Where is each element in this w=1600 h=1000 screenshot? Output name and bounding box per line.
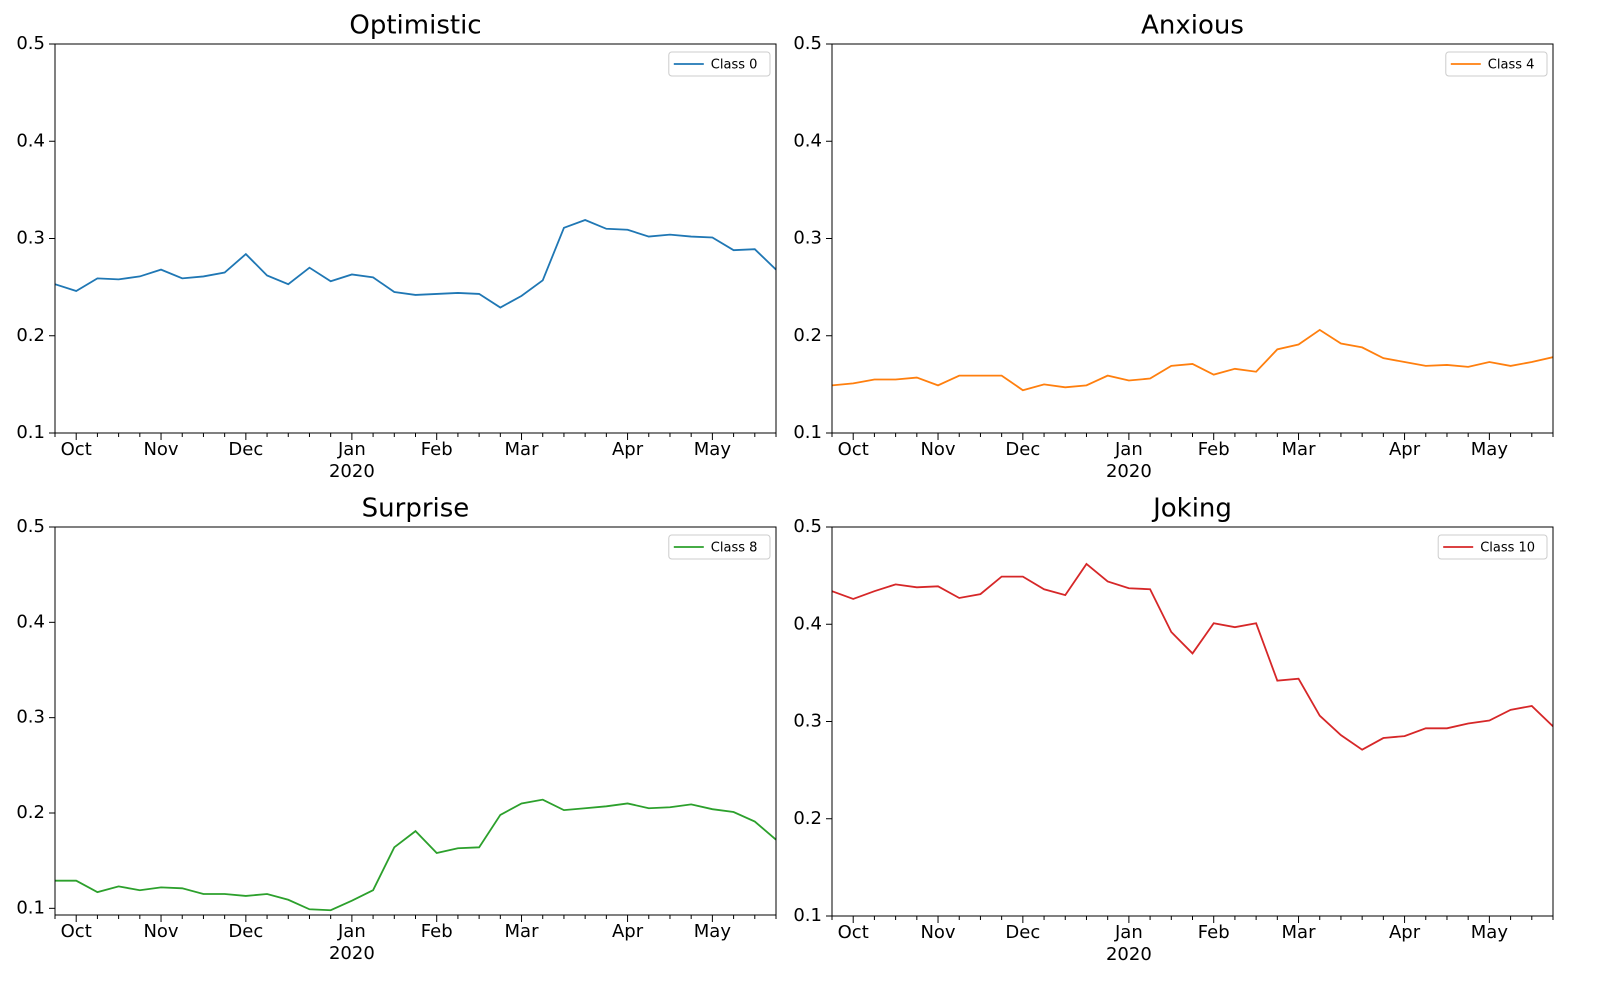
y-tick-label: 0.1 — [16, 897, 45, 918]
y-tick-label: 0.2 — [16, 325, 45, 346]
y-tick-label: 0.4 — [793, 613, 822, 634]
y-tick-label: 0.3 — [793, 711, 822, 732]
plot-frame — [831, 526, 1554, 917]
x-tick-label: Dec — [1005, 922, 1040, 943]
y-tick-label: 0.5 — [793, 33, 822, 54]
x-tick-label: Dec — [228, 439, 263, 460]
x-tick-label: Feb — [421, 921, 453, 942]
y-tick-label: 0.5 — [16, 33, 45, 54]
x-tick-label: Nov — [143, 439, 178, 460]
x-tick-label: Oct — [61, 439, 92, 460]
x-tick-label: Jan 2020 — [329, 921, 375, 964]
x-tick-label: Jan 2020 — [1106, 922, 1152, 965]
x-tick-label: Nov — [920, 922, 955, 943]
y-tick-label: 0.1 — [793, 422, 822, 443]
data-line — [55, 219, 776, 309]
y-tick-label: 0.2 — [16, 802, 45, 823]
x-tick-label: May — [694, 439, 732, 460]
y-tick-label: 0.1 — [793, 905, 822, 926]
y-tick-label: 0.4 — [16, 130, 45, 151]
x-tick-label: May — [694, 921, 732, 942]
legend-box — [668, 51, 771, 77]
y-tick-label: 0.5 — [16, 516, 45, 537]
data-line — [832, 562, 1553, 751]
x-tick-label: Mar — [1282, 922, 1317, 943]
y-tick-label: 0.2 — [793, 808, 822, 829]
x-tick-label: Dec — [1005, 439, 1040, 460]
y-tick-label: 0.2 — [793, 325, 822, 346]
y-tick-label: 0.3 — [16, 228, 45, 249]
x-tick-label: Oct — [838, 922, 869, 943]
data-line — [832, 328, 1553, 392]
legend-box — [1437, 534, 1548, 560]
legend-box — [668, 534, 771, 560]
x-tick-label: May — [1471, 439, 1509, 460]
legend-label: Class 4 — [1488, 58, 1535, 73]
data-line — [55, 798, 776, 912]
y-tick-label: 0.5 — [793, 516, 822, 537]
y-tick-label: 0.4 — [793, 130, 822, 151]
plot-frame — [54, 526, 777, 916]
x-tick-label: Jan 2020 — [1106, 439, 1152, 482]
y-tick-label: 0.4 — [16, 611, 45, 632]
y-tick-label: 0.3 — [793, 228, 822, 249]
x-tick-label: Jan 2020 — [329, 439, 375, 482]
chart-title: Surprise — [362, 494, 470, 524]
x-tick-label: Feb — [1198, 922, 1230, 943]
chart-title: Joking — [1151, 494, 1232, 524]
x-tick-label: Dec — [228, 921, 263, 942]
x-tick-label: Feb — [421, 439, 453, 460]
x-tick-label: Feb — [1198, 439, 1230, 460]
legend-box — [1445, 51, 1548, 77]
x-tick-label: Mar — [505, 439, 540, 460]
x-tick-label: Apr — [1389, 439, 1421, 460]
legend-label: Class 10 — [1480, 541, 1535, 556]
legend-label: Class 8 — [711, 541, 758, 556]
legend-label: Class 0 — [711, 58, 758, 73]
x-tick-label: Nov — [143, 921, 178, 942]
chart-title: Anxious — [1141, 11, 1244, 41]
plot-frame — [54, 43, 777, 434]
y-tick-label: 0.3 — [16, 707, 45, 728]
x-tick-label: Mar — [505, 921, 540, 942]
x-tick-label: Apr — [612, 921, 644, 942]
x-tick-label: Mar — [1282, 439, 1317, 460]
x-tick-label: Oct — [838, 439, 869, 460]
x-tick-label: Oct — [61, 921, 92, 942]
y-tick-label: 0.1 — [16, 422, 45, 443]
x-tick-label: Nov — [920, 439, 955, 460]
x-tick-label: Apr — [612, 439, 644, 460]
x-tick-label: May — [1471, 922, 1509, 943]
plot-frame — [831, 43, 1554, 434]
x-tick-label: Apr — [1389, 922, 1421, 943]
chart-title: Optimistic — [349, 11, 481, 41]
